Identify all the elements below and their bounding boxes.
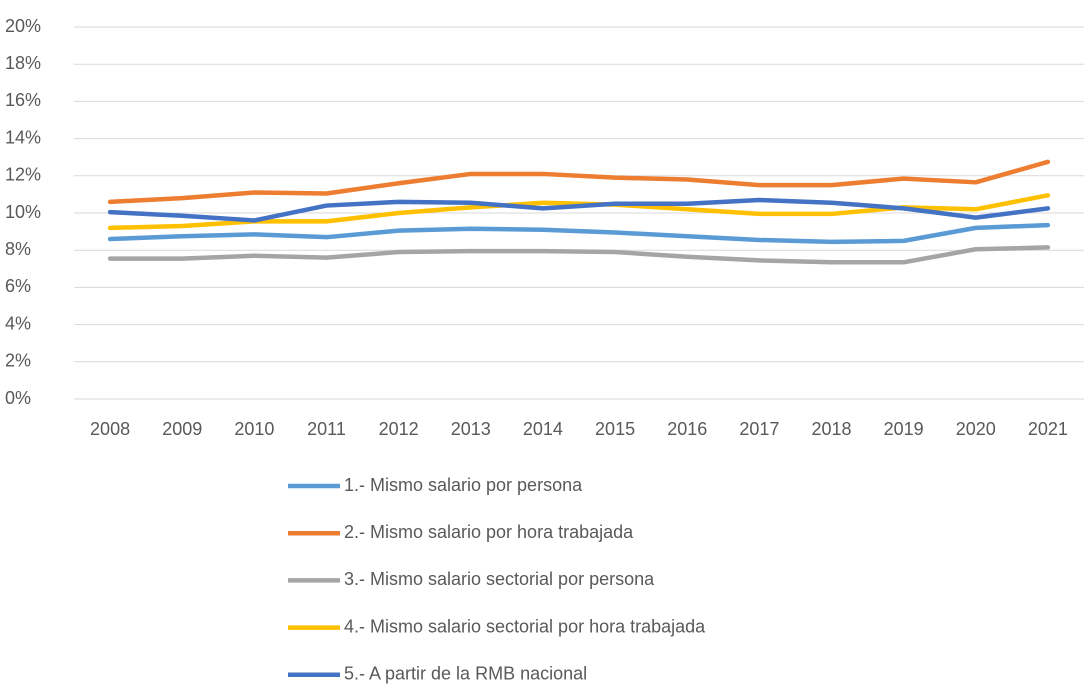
x-tick-label: 2010 — [234, 419, 274, 439]
x-tick-label: 2018 — [811, 419, 851, 439]
x-tick-label: 2020 — [956, 419, 996, 439]
series-line — [107, 197, 1051, 223]
x-tick-label: 2008 — [90, 419, 130, 439]
x-tick-label: 2021 — [1028, 419, 1068, 439]
y-tick-label: 18% — [5, 53, 41, 73]
y-tick-label: 10% — [5, 202, 41, 222]
x-tick-label: 2013 — [451, 419, 491, 439]
legend-label: 2.- Mismo salario por hora trabajada — [344, 522, 634, 542]
x-tick-label: 2019 — [884, 419, 924, 439]
x-tick-label: 2009 — [162, 419, 202, 439]
x-tick-label: 2016 — [667, 419, 707, 439]
x-tick-label: 2011 — [307, 419, 346, 439]
y-tick-label: 20% — [5, 16, 41, 36]
legend-label: 3.- Mismo salario sectorial por persona — [344, 569, 655, 589]
x-tick-label: 2012 — [379, 419, 419, 439]
y-tick-label: 16% — [5, 90, 41, 110]
series-line — [107, 245, 1051, 265]
legend-label: 5.- A partir de la RMB nacional — [344, 664, 587, 684]
y-tick-label: 6% — [5, 276, 31, 296]
x-tick-label: 2015 — [595, 419, 635, 439]
y-tick-label: 4% — [5, 313, 31, 333]
series-line — [107, 222, 1051, 245]
y-tick-label: 8% — [5, 239, 31, 259]
legend-label: 4.- Mismo salario sectorial por hora tra… — [344, 616, 706, 636]
x-tick-label: 2014 — [523, 419, 563, 439]
series-line — [107, 193, 1051, 231]
y-tick-label: 12% — [5, 165, 41, 185]
y-tick-label: 14% — [5, 127, 41, 147]
y-tick-label: 2% — [5, 351, 31, 371]
y-tick-label: 0% — [5, 388, 31, 408]
x-tick-label: 2017 — [739, 419, 779, 439]
series-line — [107, 159, 1051, 205]
legend-label: 1.- Mismo salario por persona — [344, 475, 583, 495]
